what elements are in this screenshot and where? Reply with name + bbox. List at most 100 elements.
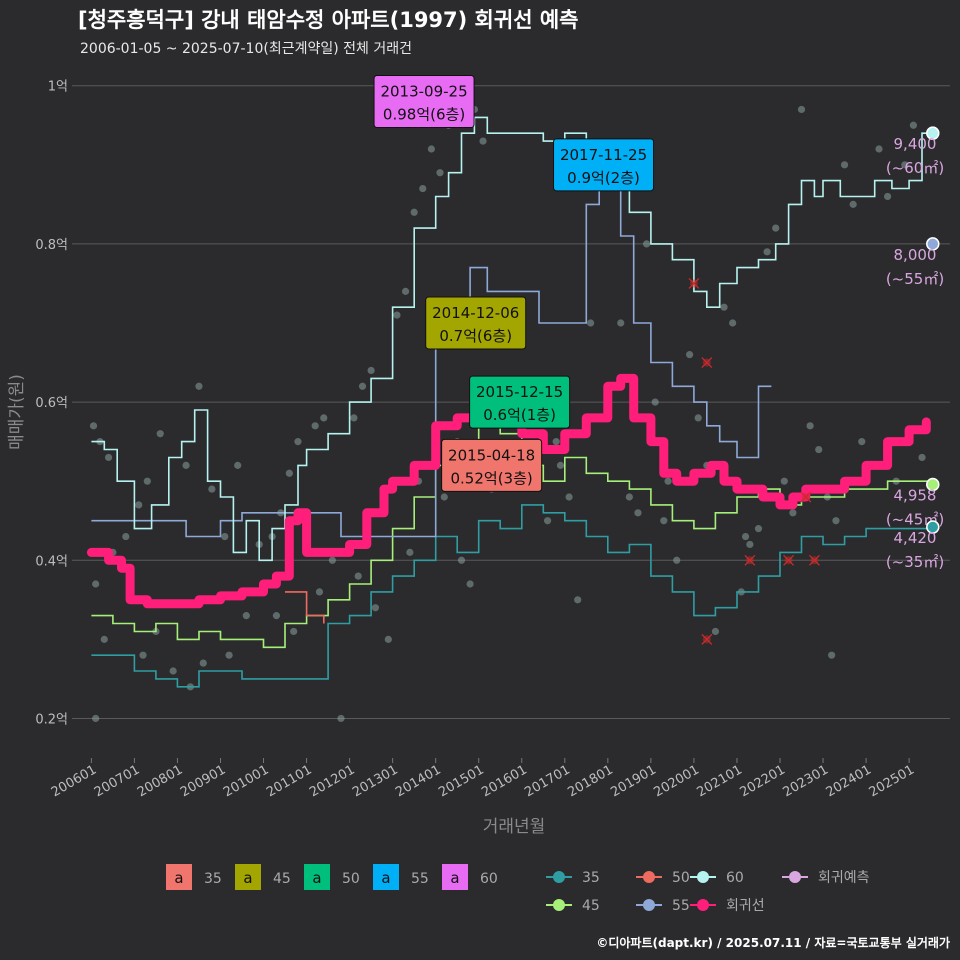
endpoint-price-label: 4,958 [894, 487, 937, 505]
annotation-date: 2015-12-15 [476, 383, 563, 401]
annotation-price: 0.9억(2층) [567, 169, 640, 187]
scatter-point [883, 192, 892, 201]
annotation-labels: 2013-09-25 0.98억(6층) 2017-11-25 0.9억(2층) 201… [373, 75, 655, 492]
scatter-point [849, 200, 857, 208]
legend-box-glyph: a [312, 869, 321, 887]
x-tick-label: 202001 [651, 762, 701, 800]
scatter-point [410, 208, 418, 216]
legend-line-label: 35 [582, 870, 600, 886]
scatter-point [711, 627, 720, 636]
legend: a 35 a 45 a 50 a 55 a 60 35 50 60 회귀예측 45 55 회귀선 [166, 864, 870, 914]
legend-box-45 [235, 864, 261, 890]
scatter-point [315, 588, 324, 596]
legend-line-label: 회귀선 [726, 898, 765, 914]
scatter-point [909, 121, 918, 129]
x-tick-label: 201401 [393, 762, 443, 800]
legend-line-60: 60 [690, 870, 744, 886]
annotation-box [441, 438, 543, 492]
scatter-point [634, 509, 642, 517]
cancelled-point [783, 554, 795, 566]
legend-box-glyph: a [174, 869, 183, 887]
scatter-point [401, 287, 410, 295]
legend-box-label: 55 [411, 871, 429, 887]
legend-line-dot [697, 871, 709, 883]
legend-line-label: 회귀예측 [818, 870, 870, 886]
chart-subtitle: 2006-01-05 ~ 2025-07-10(최근계약일) 전체 거래건 [80, 41, 412, 57]
legend-box-glyph: a [243, 869, 252, 887]
legend-line-50: 50 [636, 870, 690, 886]
scatter-point [574, 596, 582, 604]
annotation-date: 2015-04-18 [448, 446, 535, 464]
legend-line-label: 55 [672, 898, 690, 914]
legend-line-dot [643, 899, 655, 911]
annotation-price: 0.98억(6층) [383, 106, 465, 124]
scatter-point [763, 248, 771, 256]
x-tick-label: 201101 [264, 762, 314, 800]
scatter-point [311, 422, 319, 430]
legend-line-dot [553, 899, 565, 911]
scatter-point [208, 485, 216, 493]
x-tick-label: 201601 [479, 762, 529, 800]
scatter-point [466, 580, 474, 588]
scatter-point [457, 556, 466, 564]
scatter-point [440, 493, 448, 501]
y-tick-label: 0.2억 [35, 712, 68, 727]
x-axis: 2006012007012008012009012010012011012012… [49, 758, 917, 800]
cancelled-point [744, 554, 756, 566]
scatter-point [358, 382, 367, 390]
scatter-point [384, 635, 392, 643]
scatter-point [806, 422, 814, 430]
chart-title: [청주흥덕구] 강내 태암수정 아파트(1997) 회귀선 예측 [78, 8, 579, 32]
scatter-point [746, 540, 754, 549]
legend-box-35 [166, 864, 192, 890]
scatter-point [741, 532, 750, 541]
endpoint-marker-60 [926, 126, 940, 140]
endpoint-price-label: 9,400 [894, 135, 937, 153]
scatter-point [406, 548, 414, 556]
x-tick-label: 200801 [135, 762, 185, 800]
scatter-point [367, 366, 375, 375]
legend-line-회귀예측: 회귀예측 [782, 870, 870, 886]
endpoint-markers: 9,400(~60㎡)8,000(~55㎡)4,958(~45㎡)4,420(~… [886, 126, 944, 571]
cancelled-x [701, 357, 713, 369]
legend-line-55: 55 [636, 898, 690, 914]
scatter-point [901, 161, 909, 169]
y-tick-label: 1억 [48, 80, 68, 95]
cancelled-marks [688, 277, 820, 645]
scatter-point [100, 635, 108, 643]
annotation-date: 2014-12-06 [432, 304, 519, 322]
x-tick-label: 201801 [565, 762, 615, 800]
legend-line-dot [789, 871, 801, 883]
scatter-point [617, 319, 625, 327]
x-tick-label: 201201 [307, 762, 357, 800]
y-axis: 0.2억 0.4억 0.6억 0.8억 1억 [35, 80, 68, 728]
annotation-box [373, 75, 475, 129]
scatter-point [272, 612, 281, 620]
scatter-point [797, 105, 806, 114]
y-tick-label: 0.4억 [35, 554, 68, 569]
legend-box-glyph: a [381, 869, 390, 887]
cancelled-x [744, 554, 756, 566]
annotation-date: 2017-11-25 [560, 146, 647, 164]
scatter-point [427, 145, 435, 153]
cancelled-x [783, 554, 795, 566]
legend-box-label: 50 [342, 871, 360, 887]
scatter-point [780, 477, 788, 485]
x-tick-label: 202301 [781, 762, 831, 800]
x-tick-label: 202201 [738, 762, 788, 800]
annotation-date: 2013-09-25 [380, 83, 467, 101]
scatter-point [371, 604, 380, 612]
scatter-point [89, 422, 98, 430]
legend-line-35: 35 [546, 870, 600, 886]
scatter-point [789, 509, 797, 517]
scatter-point [234, 461, 242, 469]
annotation-box [425, 296, 527, 350]
scatter-point [479, 137, 487, 145]
series-line-45 [91, 425, 932, 649]
annotation-price: 0.6억(1층) [483, 406, 556, 424]
x-tick-label: 200901 [178, 762, 228, 800]
legend-line-dot [697, 899, 709, 911]
cancelled-x [701, 633, 713, 645]
annotation-box [553, 138, 655, 192]
